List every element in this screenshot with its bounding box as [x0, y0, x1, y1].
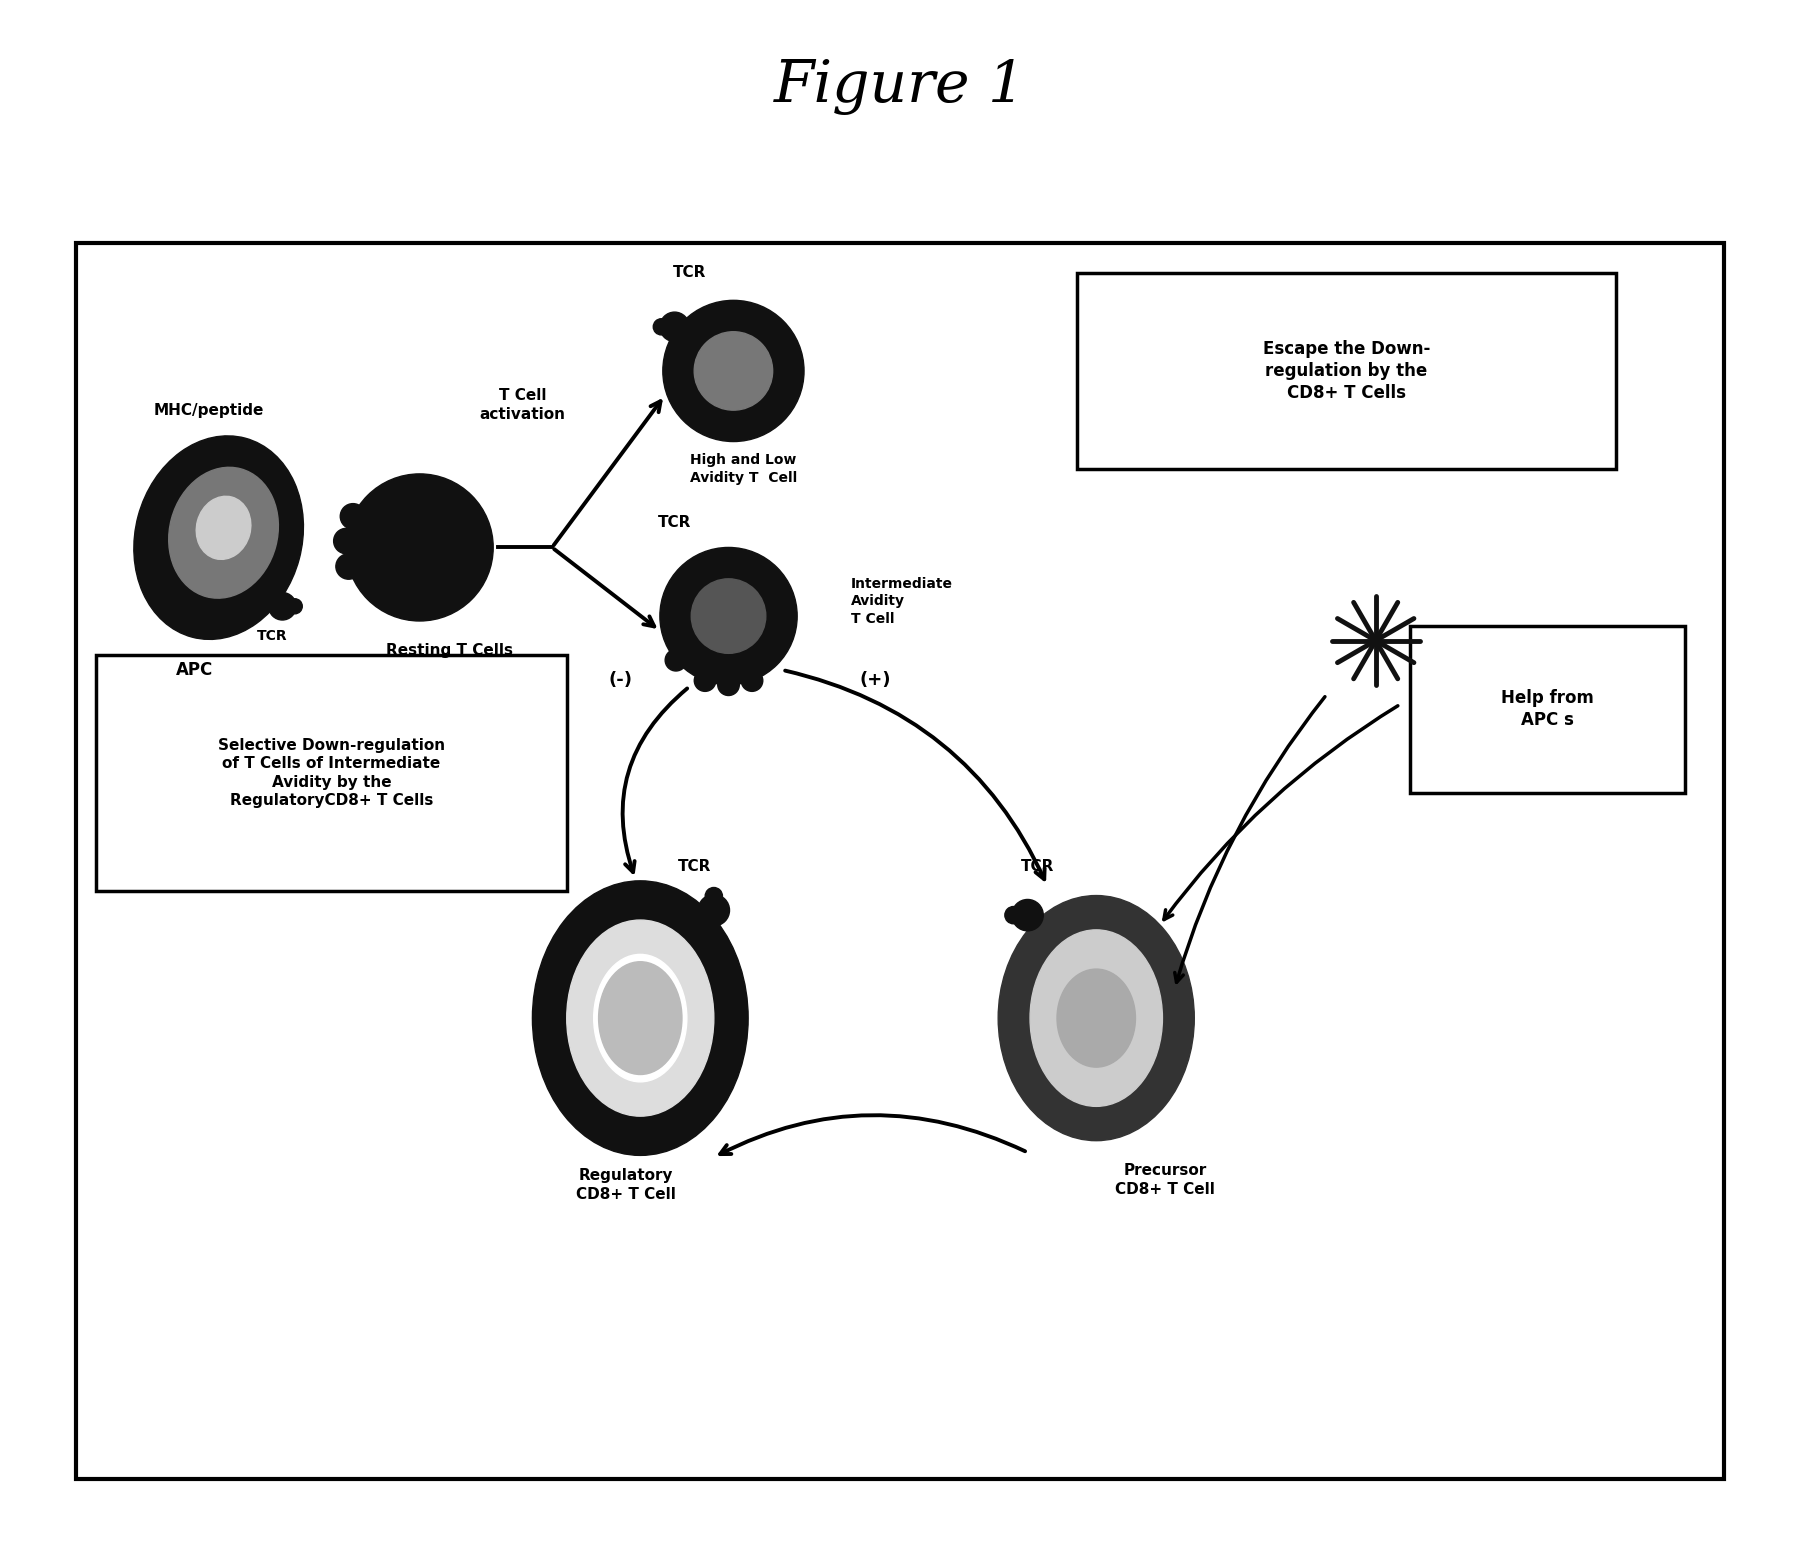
Text: Precursor
CD8+ T Cell: Precursor CD8+ T Cell — [1115, 1163, 1215, 1197]
Circle shape — [341, 503, 366, 529]
Bar — [1411, 626, 1684, 793]
Circle shape — [664, 301, 803, 441]
Ellipse shape — [593, 955, 687, 1082]
Text: MHC/peptide: MHC/peptide — [154, 403, 265, 418]
Circle shape — [742, 670, 763, 691]
Text: APC: APC — [176, 660, 212, 679]
Circle shape — [334, 528, 359, 554]
Circle shape — [346, 474, 493, 620]
Ellipse shape — [1030, 930, 1162, 1106]
Circle shape — [698, 895, 729, 926]
Bar — [76, 244, 1724, 1480]
Circle shape — [694, 670, 716, 691]
Circle shape — [653, 319, 669, 335]
Text: TCR: TCR — [1021, 858, 1053, 873]
Circle shape — [355, 534, 373, 551]
Circle shape — [268, 593, 296, 620]
Circle shape — [694, 332, 772, 410]
Circle shape — [1012, 900, 1042, 930]
Bar — [1077, 273, 1615, 469]
Circle shape — [660, 312, 689, 341]
Text: Help from
APC s: Help from APC s — [1501, 690, 1594, 730]
Ellipse shape — [533, 881, 749, 1156]
Ellipse shape — [196, 497, 250, 560]
Text: TCR: TCR — [257, 628, 288, 643]
Bar — [96, 656, 567, 890]
Circle shape — [335, 554, 361, 579]
Text: Resting T Cells: Resting T Cells — [386, 643, 513, 657]
Text: High and Low
Avidity T  Cell: High and Low Avidity T Cell — [689, 454, 798, 485]
Text: (-): (-) — [609, 671, 633, 688]
Circle shape — [718, 674, 740, 696]
Text: Selective Down-regulation
of T Cells of Intermediate
Avidity by the
RegulatoryCD: Selective Down-regulation of T Cells of … — [218, 738, 444, 809]
Text: TCR: TCR — [673, 265, 705, 281]
Ellipse shape — [598, 961, 682, 1074]
Circle shape — [705, 887, 722, 904]
Circle shape — [1004, 907, 1023, 924]
Ellipse shape — [999, 895, 1195, 1140]
Circle shape — [665, 650, 687, 671]
Circle shape — [286, 599, 303, 614]
Circle shape — [361, 515, 377, 532]
Text: Intermediate
Avidity
T Cell: Intermediate Avidity T Cell — [850, 577, 954, 625]
Text: TCR: TCR — [678, 858, 711, 873]
Text: Figure 1: Figure 1 — [774, 59, 1026, 114]
Text: T Cell
activation: T Cell activation — [480, 389, 566, 423]
Circle shape — [357, 552, 375, 571]
Ellipse shape — [1057, 969, 1135, 1068]
Circle shape — [660, 548, 798, 685]
Ellipse shape — [567, 920, 714, 1116]
Text: Escape the Down-
regulation by the
CD8+ T Cells: Escape the Down- regulation by the CD8+ … — [1262, 339, 1430, 403]
Ellipse shape — [169, 468, 279, 599]
Text: TCR: TCR — [658, 515, 691, 531]
Text: (+): (+) — [859, 671, 892, 688]
Circle shape — [691, 579, 765, 653]
Ellipse shape — [134, 435, 303, 639]
Text: Regulatory
CD8+ T Cell: Regulatory CD8+ T Cell — [577, 1168, 676, 1202]
